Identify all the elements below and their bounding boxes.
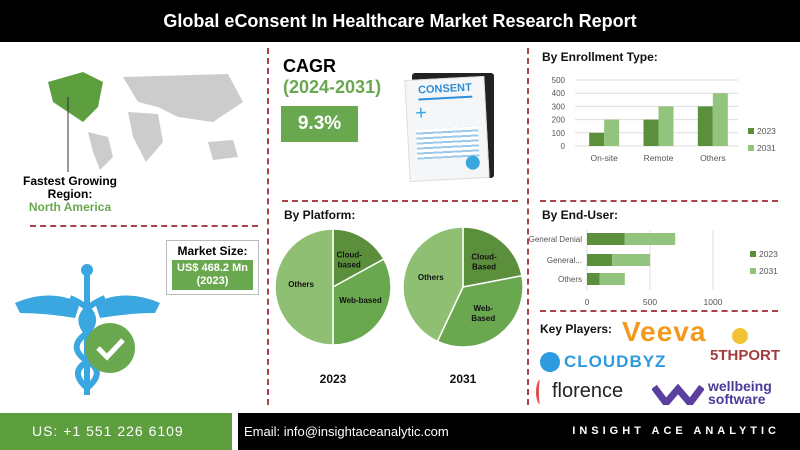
market-size-amount: US$ 468.2 Mn (177, 262, 248, 274)
enrollment-bar-chart: 0 100 200 300 400 500 On-site Remote Others 2023 2… (552, 76, 777, 163)
x-tick-label: 0 (585, 297, 590, 307)
divider (30, 225, 258, 227)
wellbeing-icon (652, 383, 704, 405)
region-label-line2: Region (47, 187, 89, 201)
bar-2023 (587, 254, 613, 266)
region-label-line1: Fastest Growing (22, 174, 117, 188)
consent-heading: CONSENT (417, 81, 473, 97)
legend-label: 2023 (757, 126, 776, 136)
key-players-label: Key Players: (540, 322, 613, 336)
legend-swatch (750, 251, 756, 257)
market-size-value: US$ 468.2 Mn (2023) (172, 260, 253, 290)
platform-chart-title: By Platform: (284, 208, 356, 222)
y-tick-label: 0 (561, 142, 566, 151)
veeva-logo: Veeva (622, 316, 707, 347)
report-title: Global eConsent In Healthcare Market Res… (0, 0, 800, 42)
footer-email[interactable]: Email: info@insightaceanalytic.com (244, 424, 449, 439)
bar-2023 (589, 132, 605, 146)
footer-bar: Email: info@insightaceanalytic.com INSIG… (238, 413, 800, 450)
pie-slice (274, 228, 334, 346)
bar-2031 (604, 119, 620, 146)
bar-2023 (697, 106, 713, 146)
footer-phone: US: +1 551 226 6109 (0, 413, 232, 450)
pie-caption: 2023 (320, 372, 347, 386)
bar-2031 (599, 273, 625, 285)
legend-label: 2031 (757, 143, 776, 153)
region-colon: : (88, 187, 93, 201)
pie-caption: 2031 (450, 372, 477, 386)
florence-logo: florence (552, 380, 624, 402)
pie-slice (462, 226, 523, 288)
legend-label: 2023 (759, 249, 778, 259)
divider (540, 310, 778, 312)
pie-label: Web-based (339, 296, 382, 305)
pie-label: Others (288, 280, 314, 289)
legend-swatch (750, 268, 756, 274)
x-tick-label: Others (700, 153, 726, 163)
x-tick-label: 1000 (704, 297, 723, 307)
y-tick-label: General... (547, 256, 582, 265)
divider (282, 200, 518, 202)
market-size-box: Market Size: US$ 468.2 Mn (2023) (166, 240, 259, 295)
wellbeing-logo: wellbeing software (708, 378, 772, 407)
x-tick-label: 500 (643, 297, 657, 307)
pie-slice (436, 274, 524, 348)
divider (540, 200, 778, 202)
divider (267, 48, 269, 405)
pie-slice (332, 258, 392, 346)
cloudbyz-logo: CLOUDBYZ (564, 352, 667, 371)
x-tick-label: Remote (644, 153, 674, 163)
pie-slice (402, 226, 464, 343)
platform-pie-charts: Cloud-based Web-based Others 2023 Cloud-Base… (274, 226, 524, 386)
florence-icon (536, 380, 544, 404)
5thport-icon (732, 328, 748, 344)
consent-document-icon: CONSENT + (404, 75, 490, 183)
pie-label: Others (418, 273, 444, 282)
cagr-years: (2024-2031) (283, 77, 382, 97)
y-tick-label: Others (558, 275, 582, 284)
world-map-icon (48, 72, 243, 172)
legend-swatch (748, 128, 754, 134)
market-size-label: Market Size: (177, 244, 248, 258)
y-tick-label: 400 (552, 89, 566, 98)
region-value: North America (28, 200, 112, 214)
y-tick-label: 100 (552, 129, 566, 138)
pie-label: Web-Based (471, 304, 495, 323)
fastest-growing-region: Fastest Growing Region: North America (10, 175, 130, 214)
divider (527, 48, 529, 405)
legend-swatch (748, 145, 754, 151)
caduceus-check-icon (15, 264, 160, 395)
bar-2031 (612, 254, 650, 266)
pie-label: Cloud-based (337, 251, 363, 270)
y-tick-label: 300 (552, 102, 566, 111)
bar-2023 (587, 233, 625, 245)
enrollment-chart-title: By Enrollment Type: (542, 50, 658, 64)
bar-2023 (587, 273, 600, 285)
market-size-year: (2023) (196, 275, 229, 287)
legend-label: 2031 (759, 266, 778, 276)
pie-label: Cloud-Based (471, 253, 497, 272)
cagr-label: CAGR (283, 56, 336, 76)
y-tick-label: 200 (552, 116, 566, 125)
cloudbyz-icon (540, 352, 560, 372)
pie-slice (332, 228, 385, 289)
y-tick-label: 500 (552, 76, 566, 85)
cagr-value: 9.3% (281, 106, 358, 142)
bar-2031 (712, 93, 728, 146)
y-tick-label: General Denial (529, 235, 583, 244)
end-user-chart-title: By End-User: (542, 208, 619, 222)
bar-2023 (643, 119, 659, 146)
end-user-bar-chart: 0 500 1000 General Denial General... Others 20… (529, 230, 778, 307)
x-tick-label: On-site (590, 153, 618, 163)
bar-2031 (624, 233, 676, 245)
brand-logo: INSIGHT ACE ANALYTIC (572, 425, 780, 437)
5thport-logo: 5THPORT (710, 347, 781, 364)
bar-2031 (658, 106, 674, 146)
